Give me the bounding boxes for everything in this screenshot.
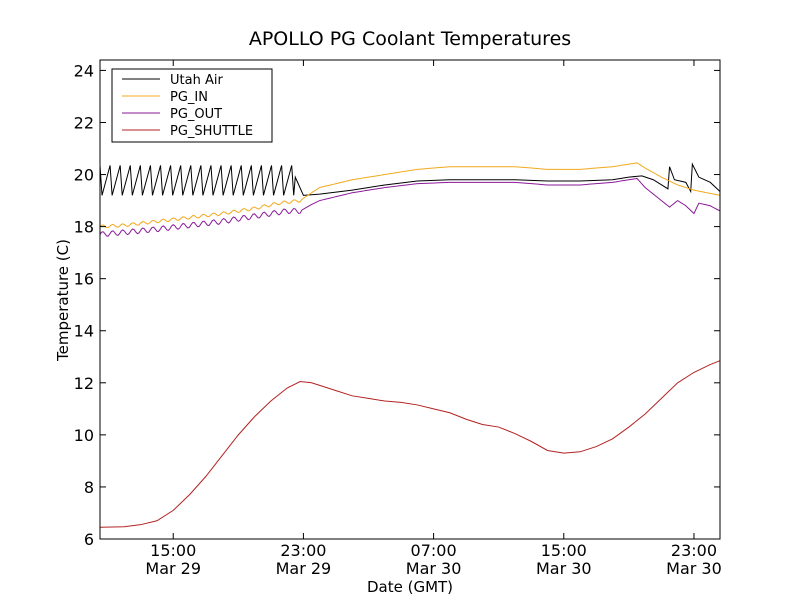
x-tick-label-time: 23:00 [280,541,326,560]
legend-label-pg-in: PG_IN [170,90,208,105]
chart-title: APOLLO PG Coolant Temperatures [249,28,571,50]
x-axis-label: Date (GMT) [367,578,453,596]
x-tick-label-date: Mar 30 [406,559,462,578]
y-tick-label: 16 [74,270,94,289]
y-tick-label: 6 [84,530,94,549]
y-tick-label: 20 [74,166,94,185]
legend-label-utah-air: Utah Air [170,73,223,88]
x-tick-label-date: Mar 30 [536,559,592,578]
legend: Utah Air PG_IN PG_OUT PG_SHUTTLE [111,68,273,143]
y-axis-label: Temperature (C) [54,239,72,362]
x-tick-label-time: 23:00 [671,541,717,560]
x-tick-label-date: Mar 29 [276,559,332,578]
series-line-pg-shuttle [99,360,721,528]
y-tick-label: 12 [74,374,94,393]
y-tick-label: 24 [74,61,94,80]
series-line-pg-out [99,177,721,237]
x-tick-label-date: Mar 30 [666,559,722,578]
y-tick-label: 18 [74,218,94,237]
y-tick-label: 14 [74,322,94,341]
x-tick-label-time: 07:00 [411,541,457,560]
x-tick-label-time: 15:00 [150,541,196,560]
plot-area-frame [99,59,721,540]
y-tick-label: 22 [74,113,94,132]
legend-label-pg-out: PG_OUT [170,107,222,122]
x-tick-label-date: Mar 29 [145,559,201,578]
y-tick-label: 10 [74,426,94,445]
legend-label-pg-shuttle: PG_SHUTTLE [170,124,253,139]
series-line-utah-air [99,162,721,196]
series-layer [99,162,721,528]
x-tick-label-time: 15:00 [541,541,587,560]
series-line-pg-in [99,162,721,229]
y-tick-label: 8 [84,478,94,497]
